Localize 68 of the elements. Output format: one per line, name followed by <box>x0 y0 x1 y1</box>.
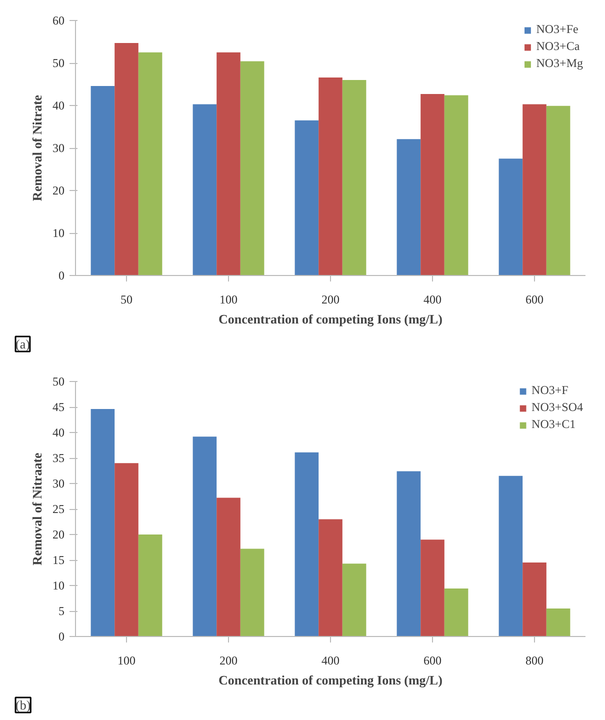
bar <box>522 104 546 276</box>
bar <box>342 80 366 276</box>
y-tick-label: 50 <box>52 374 64 388</box>
bar <box>90 409 115 636</box>
bar <box>114 43 138 276</box>
legend-label: NO3+Mg <box>536 56 583 71</box>
bar <box>318 77 342 276</box>
x-axis-title: Concentration of competing Ions (mg/L) <box>218 672 442 688</box>
bar <box>192 436 217 636</box>
bar <box>396 139 421 276</box>
bar <box>420 540 444 636</box>
bar <box>546 608 570 636</box>
legend-label: NO3+C1 <box>532 417 576 432</box>
bar <box>138 52 162 276</box>
bar <box>90 86 115 276</box>
y-axis-title: Removal of Nitrate <box>30 94 44 202</box>
x-axis-title: Concentration of competing Ions (mg/L) <box>218 312 442 326</box>
y-tick-label: 10 <box>52 226 64 240</box>
bar <box>444 588 468 636</box>
bar <box>342 564 366 636</box>
y-tick-label: 20 <box>52 184 64 198</box>
bar <box>546 106 570 276</box>
x-tick-label: 100 <box>118 654 136 668</box>
legend-label: NO3+Fe <box>536 22 578 37</box>
x-tick-label: 200 <box>220 654 238 668</box>
x-tick-label: 100 <box>220 292 238 306</box>
y-tick-label: 60 <box>52 14 64 28</box>
x-tick-label: 400 <box>424 292 442 306</box>
legend-label: NO3+SO4 <box>532 400 583 415</box>
x-tick-label: 400 <box>322 654 340 668</box>
bar <box>114 463 138 636</box>
bar <box>216 52 240 276</box>
bar <box>498 476 523 636</box>
x-tick-label: 600 <box>526 292 544 306</box>
y-tick-label: 30 <box>52 141 64 155</box>
legend-label: NO3+F <box>532 383 568 398</box>
y-tick-label: 0 <box>58 630 64 644</box>
y-tick-label: 40 <box>52 426 64 440</box>
y-tick-label: 35 <box>52 451 64 465</box>
y-tick-label: 20 <box>52 528 64 542</box>
y-tick-label: 10 <box>52 578 64 592</box>
bar <box>240 61 264 276</box>
bar <box>396 471 421 636</box>
y-axis-title: Removal of Nitraate <box>30 452 44 566</box>
bar <box>240 548 264 636</box>
bar <box>138 534 162 636</box>
y-tick-label: 15 <box>52 553 64 567</box>
x-tick-label: 50 <box>120 292 132 306</box>
x-tick-label: 600 <box>424 654 442 668</box>
y-tick-label: 45 <box>52 400 64 414</box>
bar <box>498 158 523 276</box>
bar <box>294 452 319 636</box>
y-tick-label: 5 <box>58 604 64 618</box>
x-tick-label: 800 <box>526 654 544 668</box>
bar <box>318 519 342 636</box>
bar <box>522 562 546 636</box>
bar <box>216 498 240 636</box>
y-tick-label: 30 <box>52 476 64 490</box>
bar <box>294 120 319 276</box>
y-tick-label: 25 <box>52 502 64 516</box>
bar <box>420 94 444 276</box>
bar <box>444 95 468 276</box>
y-tick-label: 0 <box>58 268 64 282</box>
legend-label: NO3+Ca <box>536 39 580 54</box>
bar <box>192 104 217 276</box>
y-tick-label: 40 <box>52 98 64 112</box>
y-tick-label: 50 <box>52 56 64 70</box>
x-tick-label: 200 <box>322 292 340 306</box>
